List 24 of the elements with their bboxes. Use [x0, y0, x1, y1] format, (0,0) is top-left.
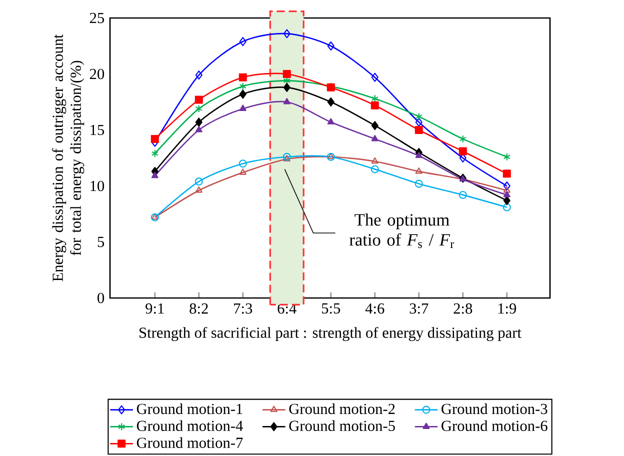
legend-label: Ground motion-1 [136, 403, 242, 414]
band-label: The optimum ratio of F$_{s}$ / F$_{r}$ [350, 214, 454, 248]
y-tick-label: 10 [90, 180, 104, 192]
legend-label: Ground motion-7 [136, 437, 243, 448]
y-tick-label: 20 [90, 68, 104, 80]
y-axis-title: Energy dissipation of outrigger account for total energy dissipation/(%) [52, 34, 84, 282]
x-axis-title: Strength of sacrificial part : strength of energy dissipating part [140, 326, 522, 342]
x-tick-label: 9:1 [146, 303, 164, 314]
x-tick-label: 7:3 [234, 303, 252, 314]
y-tick-label: 25 [90, 12, 104, 24]
x-tick-label: 8:2 [190, 303, 208, 314]
y-tick-label: 15 [90, 124, 104, 136]
y-tick-label: 0 [98, 292, 104, 304]
x-tick-label: 2:8 [454, 303, 472, 314]
x-tick-label: 5:5 [322, 303, 340, 314]
legend-label: Ground motion-2 [289, 403, 395, 414]
x-tick-label: 4:6 [365, 303, 384, 314]
legend-label: Ground motion-3 [442, 403, 548, 414]
legend-label: Ground motion-6 [442, 420, 548, 432]
x-tick-label: 3:7 [410, 303, 428, 314]
legend-label: Ground motion-5 [289, 420, 395, 432]
y-tick-label: 5 [98, 236, 104, 248]
x-tick-label: 1:9 [498, 303, 516, 314]
legend-label: Ground motion-4 [136, 420, 243, 432]
